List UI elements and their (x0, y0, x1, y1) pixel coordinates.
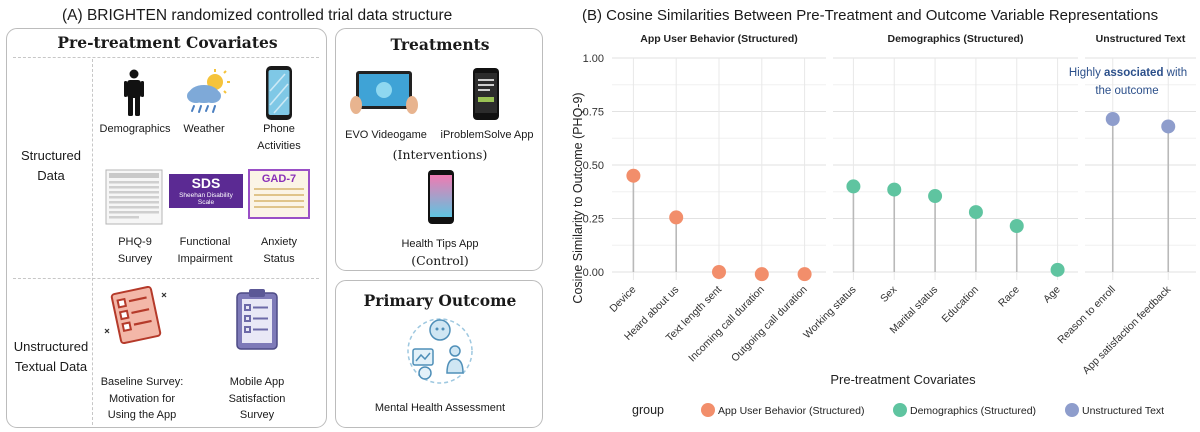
evo-videogame-label: EVO Videogame (345, 129, 427, 141)
x-tick-label: Device (607, 284, 638, 315)
sds-badge-subtitle: Sheehan Disability Scale (179, 192, 233, 206)
data-point (1161, 119, 1176, 134)
facet-background (1085, 58, 1196, 280)
x-tick-label: Outgoing call duration (729, 284, 810, 365)
tablet-icon (350, 71, 418, 114)
facet-title: App User Behavior (Structured) (640, 33, 798, 45)
smartphone-icon (473, 68, 499, 120)
baseline-survey-label: Baseline Survey: Motivation for Using th… (100, 376, 184, 421)
y-axis-label: Cosine Similarity to Outcome (PHQ-9) (571, 92, 585, 303)
anxiety-status-label: Anxiety Status (260, 236, 298, 265)
facet-title: Demographics (Structured) (888, 33, 1024, 45)
x-tick-label: Education (940, 284, 982, 326)
legend-swatch (1065, 403, 1079, 417)
data-point (712, 265, 726, 279)
x-tick-label: Incoming call duration (686, 284, 767, 365)
x-tick-label: App satisfaction feedback (1080, 283, 1174, 377)
data-point (928, 189, 943, 204)
gad7-badge: GAD-7 (261, 173, 297, 185)
treatments-heading: Treatments (390, 35, 490, 54)
data-point (846, 179, 861, 194)
mental-health-assessment-label: Mental Health Assessment (374, 402, 506, 414)
legend-label: Demographics (Structured) (910, 405, 1036, 417)
divider (13, 57, 319, 58)
y-tick-label: 0.00 (583, 267, 604, 279)
y-tick-label: 0.75 (583, 107, 604, 119)
interventions-label: (Interventions) (392, 147, 488, 162)
cosine-similarity-chart: App User Behavior (Structured)DeviceHear… (571, 33, 1196, 417)
treatments-panel: Treatments EVO Videogame iProblemSolve A… (335, 28, 543, 271)
phone-activities-label: Phone Activities (257, 123, 301, 152)
structured-data-label: Structured Data (21, 148, 81, 184)
clipboard-icon (236, 289, 278, 350)
x-tick-label: Reason to enroll (1055, 284, 1118, 347)
health-tips-label: Health Tips App (401, 238, 479, 250)
weather-label: Weather (183, 123, 225, 135)
panel-a-title: (A) BRIGHTEN randomized controlled trial… (62, 7, 453, 24)
demographics-label: Demographics (99, 123, 171, 135)
legend-swatch (893, 403, 907, 417)
functional-impairment-label: Functional Impairment (177, 236, 233, 265)
data-point (968, 205, 983, 220)
data-point (626, 168, 641, 183)
weather-icon (187, 69, 230, 113)
facet-background (833, 58, 1078, 280)
panel-b-title: (B) Cosine Similarities Between Pre-Trea… (582, 7, 1159, 24)
annotation-text-line2: the outcome (1095, 85, 1158, 97)
annotation-text: Highly associated with (1069, 67, 1187, 79)
sds-badge: SDS Sheehan Disability Scale (169, 174, 243, 208)
legend-label: App User Behavior (Structured) (718, 405, 864, 417)
x-tick-label: Race (996, 284, 1022, 310)
phq9-survey-label: PHQ-9 Survey (117, 236, 153, 265)
x-tick-label: Age (1041, 284, 1063, 306)
mobile-app-survey-label: Mobile App Satisfaction Survey (228, 376, 286, 421)
divider (13, 278, 319, 279)
facet-panel: Demographics (Structured) Working status S… (801, 33, 1078, 341)
covariates-panel: Pre-treatment Covariates Structured Data… (6, 28, 327, 428)
outcome-panel: Primary Outcome Mental Health Assessment (335, 280, 543, 428)
data-point (669, 210, 684, 225)
legend-title: group (632, 403, 664, 417)
smartphone-icon (266, 66, 292, 120)
mental-health-icon (407, 318, 473, 384)
person-icon (124, 69, 144, 116)
legend-label: Unstructured Text (1082, 405, 1164, 417)
legend-swatch (701, 403, 715, 417)
unstructured-data-label: Unstructured Textual Data (13, 339, 89, 375)
data-point (797, 267, 812, 282)
phq9-form-icon (105, 169, 163, 225)
outcome-heading: Primary Outcome (363, 291, 517, 310)
facet-title: Unstructured Text (1096, 33, 1186, 45)
checklist-icon (104, 285, 167, 345)
y-tick-label: 0.25 (583, 214, 604, 226)
facet-panel: App User Behavior (Structured)DeviceHear… (607, 33, 826, 364)
data-point (754, 267, 769, 282)
y-tick-label: 0.50 (583, 160, 604, 172)
smartphone-icon (428, 170, 454, 224)
x-tick-label: Sex (878, 283, 900, 305)
iproblemsolve-label: iProblemSolve App (440, 129, 534, 141)
divider (92, 59, 93, 425)
control-label: (Control) (411, 253, 469, 268)
x-axis-label: Pre-treatment Covariates (830, 372, 976, 387)
sds-badge-title: SDS (191, 175, 221, 191)
x-tick-label: Working status (801, 284, 858, 341)
covariates-heading: Pre-treatment Covariates (57, 33, 278, 52)
data-point (1050, 262, 1065, 277)
gad7-form-icon: GAD-7 (248, 169, 310, 219)
data-point (1009, 218, 1024, 233)
data-point (1105, 111, 1120, 126)
data-point (887, 182, 902, 197)
y-tick-label: 1.00 (583, 53, 604, 65)
